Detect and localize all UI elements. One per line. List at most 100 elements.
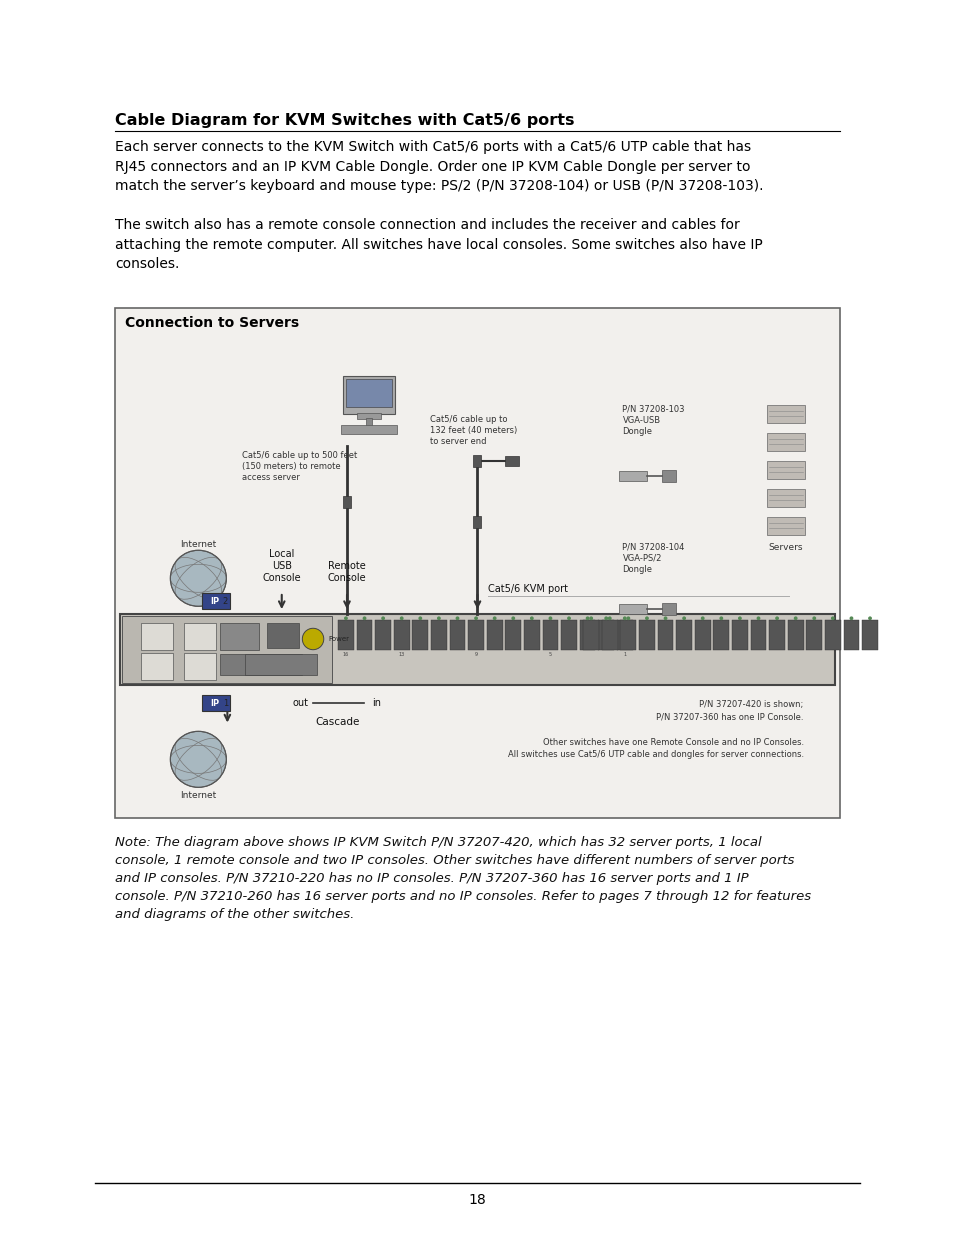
Bar	[184, 653, 215, 680]
Bar	[787, 620, 802, 650]
Bar	[618, 472, 646, 482]
Text: Internet: Internet	[180, 792, 216, 800]
Circle shape	[738, 618, 740, 620]
Circle shape	[720, 618, 721, 620]
Bar	[579, 620, 595, 650]
Bar	[824, 620, 840, 650]
Bar	[245, 655, 316, 676]
Text: 18: 18	[468, 1193, 485, 1207]
Circle shape	[812, 618, 815, 620]
Bar	[505, 620, 520, 650]
Circle shape	[608, 618, 610, 620]
Bar	[661, 471, 675, 483]
Bar	[115, 308, 840, 818]
Bar	[768, 620, 784, 650]
Circle shape	[700, 618, 703, 620]
Bar	[767, 517, 804, 535]
Text: P/N 37207-420 is shown;
P/N 37207-360 has one IP Console.: P/N 37207-420 is shown; P/N 37207-360 ha…	[656, 700, 803, 721]
Circle shape	[626, 618, 629, 620]
Circle shape	[302, 629, 323, 650]
Text: Cable Diagram for KVM Switches with Cat5/6 ports: Cable Diagram for KVM Switches with Cat5…	[115, 112, 574, 128]
Text: Other switches have one Remote Console and no IP Consoles.
All switches use Cat5: Other switches have one Remote Console a…	[507, 739, 803, 760]
Text: Power: Power	[329, 636, 350, 642]
Bar	[661, 603, 675, 615]
Bar	[220, 655, 302, 676]
Circle shape	[400, 618, 402, 620]
Text: Servers: Servers	[767, 542, 801, 552]
Bar	[375, 620, 391, 650]
Bar	[767, 461, 804, 479]
Text: P/N 37208-104
VGA-PS/2
Dongle: P/N 37208-104 VGA-PS/2 Dongle	[622, 542, 684, 574]
Bar	[767, 489, 804, 508]
Circle shape	[171, 551, 226, 606]
Bar	[394, 620, 409, 650]
Circle shape	[868, 618, 870, 620]
Circle shape	[586, 618, 588, 620]
Bar	[343, 495, 351, 508]
Bar	[340, 425, 396, 433]
Circle shape	[437, 618, 439, 620]
Circle shape	[794, 618, 796, 620]
Circle shape	[849, 618, 852, 620]
Bar	[862, 620, 877, 650]
Bar	[342, 375, 395, 414]
Bar	[486, 620, 502, 650]
Text: 1: 1	[223, 699, 228, 708]
Bar	[598, 620, 614, 650]
Circle shape	[171, 731, 226, 788]
Circle shape	[589, 618, 592, 620]
Bar	[618, 604, 646, 614]
Circle shape	[549, 618, 551, 620]
FancyBboxPatch shape	[202, 695, 231, 711]
Circle shape	[456, 618, 458, 620]
Circle shape	[775, 618, 778, 620]
Bar	[694, 620, 710, 650]
Text: Cat5/6 cable up to 500 feet
(150 meters) to remote
access server: Cat5/6 cable up to 500 feet (150 meters)…	[242, 451, 356, 482]
Text: Cascade: Cascade	[315, 718, 359, 727]
Bar	[619, 620, 636, 650]
Circle shape	[530, 618, 533, 620]
Text: Internet: Internet	[180, 540, 216, 550]
Text: Cat5/6 KVM port: Cat5/6 KVM port	[488, 584, 568, 594]
Bar	[141, 622, 172, 650]
Bar	[767, 433, 804, 451]
Bar	[468, 620, 483, 650]
Text: out: out	[293, 699, 309, 709]
Bar	[601, 620, 617, 650]
Text: P/N 37208-103
VGA-USB
Dongle: P/N 37208-103 VGA-USB Dongle	[622, 405, 684, 436]
Bar	[542, 620, 558, 650]
Circle shape	[623, 618, 625, 620]
Bar	[220, 622, 259, 650]
Circle shape	[604, 618, 607, 620]
Bar	[842, 620, 859, 650]
Text: The switch also has a remote console connection and includes the receiver and ca: The switch also has a remote console con…	[115, 219, 762, 270]
Circle shape	[757, 618, 759, 620]
Bar	[473, 454, 481, 467]
Bar	[523, 620, 539, 650]
Bar	[750, 620, 765, 650]
Text: IP: IP	[210, 699, 219, 708]
Bar	[582, 620, 598, 650]
Bar	[356, 620, 372, 650]
Circle shape	[512, 618, 514, 620]
Bar	[412, 620, 428, 650]
Bar	[731, 620, 747, 650]
Text: Connection to Servers: Connection to Servers	[125, 316, 299, 330]
Bar	[356, 412, 380, 419]
Text: Remote
Console: Remote Console	[327, 561, 366, 583]
Bar	[676, 620, 691, 650]
Bar	[337, 620, 354, 650]
Bar	[141, 653, 172, 680]
Text: Local
USB
Console: Local USB Console	[262, 548, 301, 583]
Circle shape	[567, 618, 570, 620]
Text: 16: 16	[342, 652, 349, 657]
Bar	[473, 516, 481, 529]
Text: Note: The diagram above shows IP KVM Switch P/N 37207-420, which has 32 server p: Note: The diagram above shows IP KVM Swi…	[115, 836, 810, 921]
Text: 1: 1	[622, 652, 626, 657]
Text: 9: 9	[474, 652, 477, 657]
Text: 2: 2	[223, 597, 228, 605]
Bar	[617, 620, 632, 650]
Bar	[184, 622, 215, 650]
Bar	[365, 417, 372, 426]
Bar	[449, 620, 465, 650]
